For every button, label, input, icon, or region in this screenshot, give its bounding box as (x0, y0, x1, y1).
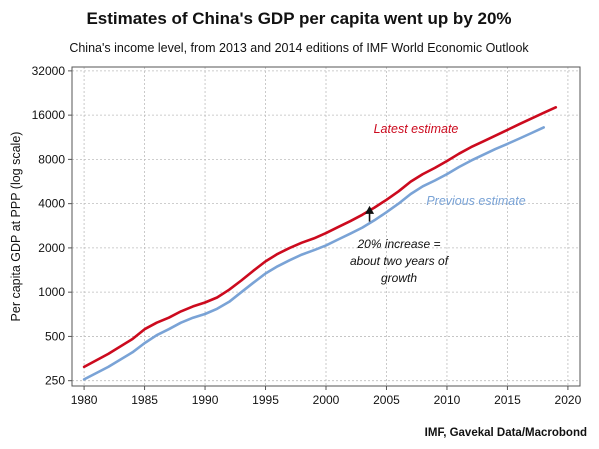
x-tick-label: 2020 (555, 393, 582, 407)
series-line-latest (82, 106, 558, 369)
series-line-previous (82, 126, 546, 381)
y-tick-label: 32000 (32, 64, 66, 78)
annotation: 20% increase = about two years of growth (350, 205, 450, 285)
x-tick-label: 2000 (313, 393, 340, 407)
x-axis: 1980 1985 1990 1995 2000 2005 2010 2015 2020 (71, 386, 582, 407)
x-tick-label: 1995 (252, 393, 279, 407)
y-tick-label: 4000 (38, 197, 65, 211)
x-tick-label: 1990 (192, 393, 219, 407)
annotation-line-2: about two years of (350, 254, 450, 268)
y-tick-label: 8000 (38, 152, 65, 166)
y-axis: 250 500 1000 2000 4000 8000 16000 32000 (32, 64, 72, 388)
source-note: IMF, Gavekal Data/Macrobond (425, 427, 587, 439)
grid (72, 67, 580, 386)
series-label-latest: Latest estimate (374, 122, 459, 136)
x-tick-label: 2010 (434, 393, 461, 407)
annotation-line-3: growth (381, 271, 417, 285)
y-tick-label: 250 (45, 374, 65, 388)
x-tick-label: 1980 (71, 393, 98, 407)
y-tick-label: 16000 (32, 108, 66, 122)
y-tick-label: 500 (45, 329, 65, 343)
y-tick-label: 2000 (38, 241, 65, 255)
series-layer (82, 106, 558, 381)
chart-title: Estimates of China's GDP per capita went… (86, 9, 511, 28)
x-tick-label: 2005 (373, 393, 400, 407)
annotation-arrow-head (365, 205, 375, 214)
y-axis-label: Per capita GDP at PPP (log scale) (9, 132, 23, 322)
y-tick-label: 1000 (38, 285, 65, 299)
annotation-line-1: 20% increase = (356, 237, 440, 251)
x-tick-label: 2015 (494, 393, 521, 407)
x-tick-label: 1985 (131, 393, 158, 407)
chart-subtitle: China's income level, from 2013 and 2014… (69, 41, 529, 55)
series-label-previous: Previous estimate (426, 194, 525, 208)
